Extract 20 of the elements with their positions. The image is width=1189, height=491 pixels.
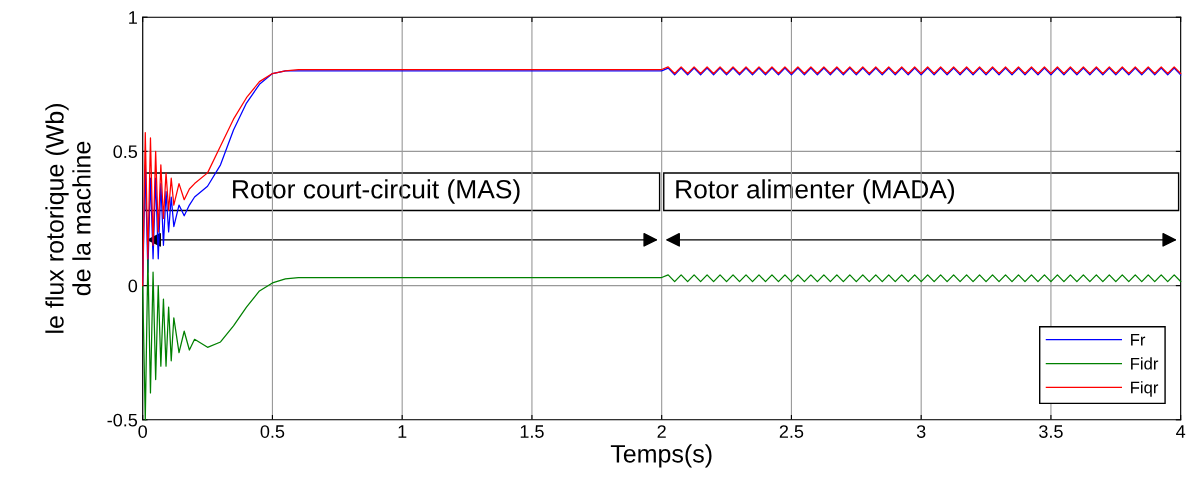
y-tick-label: 1 xyxy=(129,11,137,24)
legend-label: Fr xyxy=(1131,334,1146,346)
y-tick-label: -0.5 xyxy=(107,413,138,427)
x-tick-label: 4 xyxy=(1176,425,1186,438)
x-axis-title: Temps(s) xyxy=(610,444,712,468)
x-tick-label: 3.5 xyxy=(1039,425,1063,438)
legend-label: Fiqr xyxy=(1131,381,1159,397)
x-tick-label: 3 xyxy=(916,425,926,438)
x-tick-label: 0 xyxy=(138,425,147,438)
x-tick-label: 2.5 xyxy=(779,425,804,438)
legend-label: Fidr xyxy=(1131,357,1159,370)
x-tick-label: 1 xyxy=(398,425,407,438)
y-tick-label: 0.5 xyxy=(113,145,138,159)
x-tick-label: 1.5 xyxy=(520,425,544,438)
y-axis-title: le flux rotorique (Wb) de la machine xyxy=(45,104,91,333)
y-tick-label: 0 xyxy=(128,279,138,293)
annotation: Rotor alimenter (MADA) xyxy=(676,179,955,204)
x-tick-label: 2 xyxy=(657,425,666,438)
x-tick-label: 0.5 xyxy=(260,425,285,438)
annotation: Rotor court-circuit (MAS) xyxy=(233,179,520,204)
